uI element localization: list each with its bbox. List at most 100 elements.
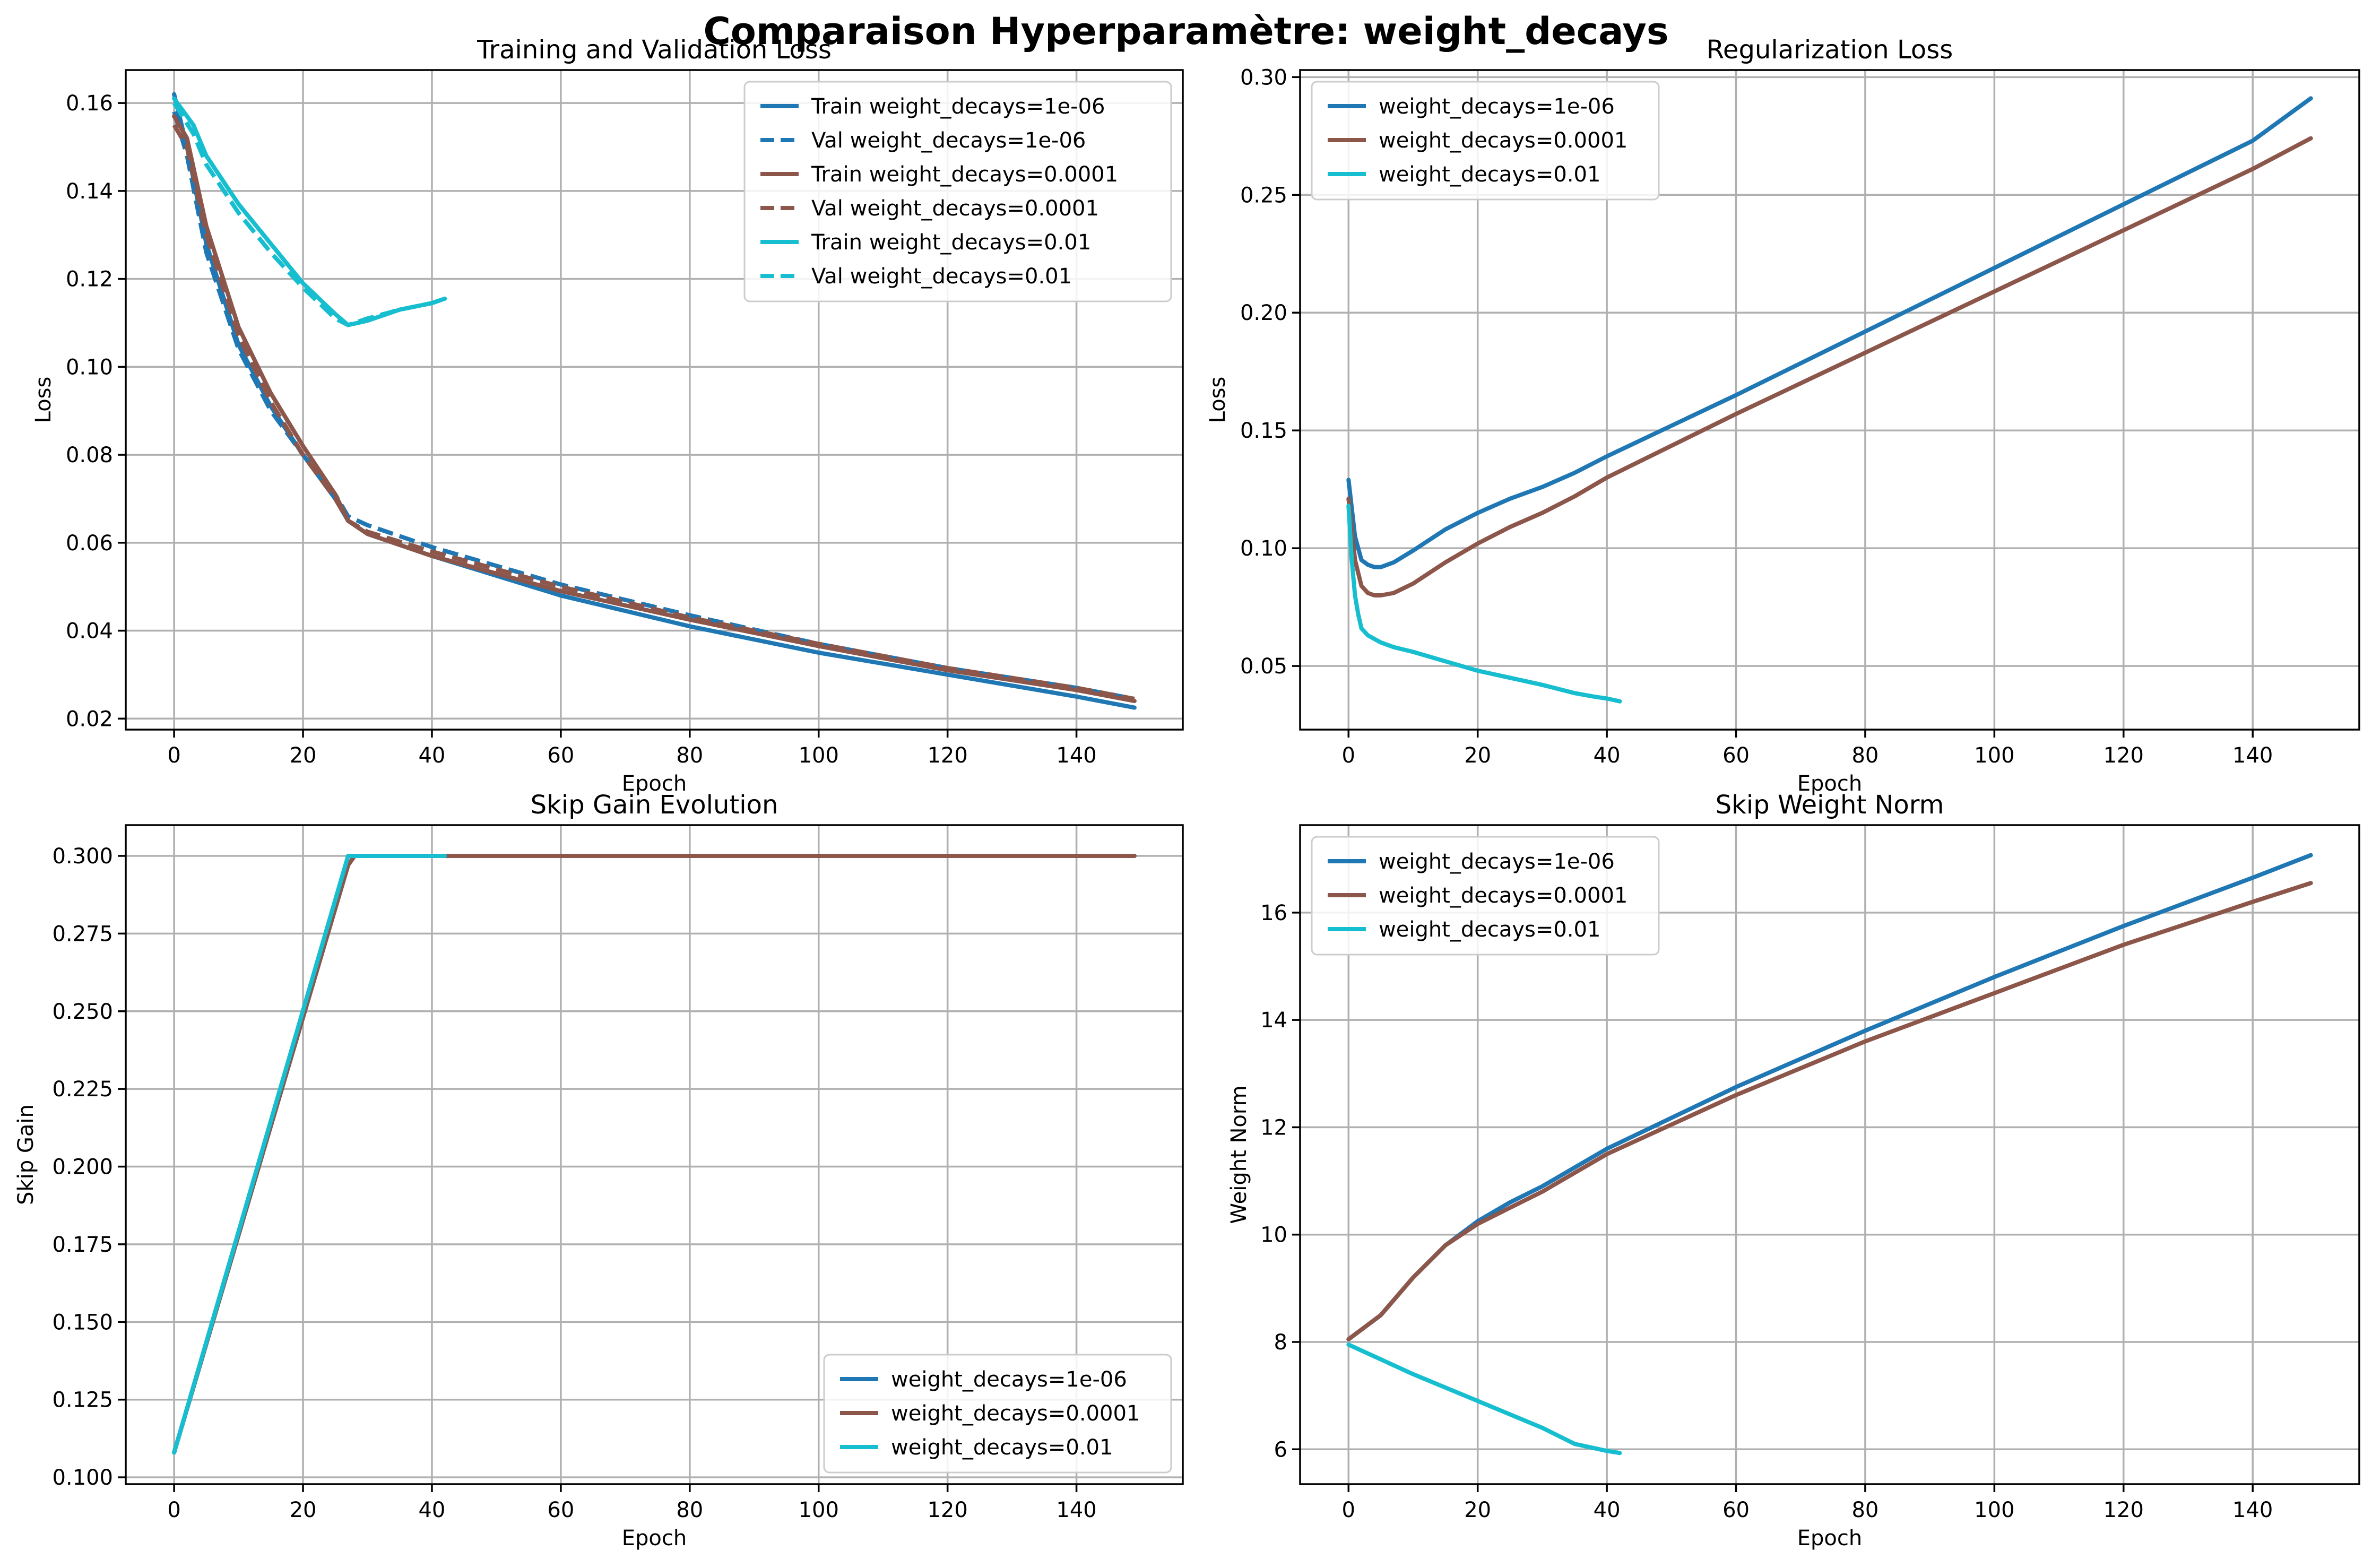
x-tick-label: 40: [1594, 1498, 1621, 1522]
x-axis-label: Epoch: [622, 772, 687, 796]
x-tick-label: 0: [1342, 743, 1355, 768]
x-tick-label: 80: [676, 743, 703, 768]
legend-label: weight_decays=1e-06: [891, 1367, 1127, 1392]
x-tick-label: 80: [1851, 743, 1878, 768]
y-axis-label: Loss: [31, 377, 56, 423]
legend-label: Val weight_decays=1e-06: [811, 128, 1086, 153]
y-tick-label: 12: [1260, 1115, 1287, 1140]
figure-title: Comparaison Hyperparamètre: weight_decay…: [703, 10, 1669, 53]
chart-title: Training and Validation Loss: [477, 35, 832, 65]
x-tick-label: 60: [1722, 1498, 1750, 1522]
y-tick-label: 10: [1260, 1223, 1287, 1248]
legend-label: weight_decays=0.01: [1379, 917, 1600, 942]
x-tick-label: 40: [418, 743, 445, 768]
series-line-weight-decays-0-0001: [1346, 136, 2313, 597]
y-tick-label: 16: [1260, 901, 1287, 925]
y-tick-label: 0.25: [1240, 183, 1287, 207]
y-tick-label: 0.06: [66, 531, 113, 556]
legend-label: Train weight_decays=0.0001: [811, 162, 1118, 187]
x-axis-label: Epoch: [1797, 772, 1862, 796]
x-tick-label: 100: [1974, 743, 2014, 768]
y-tick-label: 0.15: [1240, 419, 1287, 443]
axes-frame: [1299, 69, 2360, 731]
x-tick-label: 0: [1342, 1498, 1355, 1522]
legend-label: weight_decays=0.0001: [891, 1401, 1140, 1426]
series-line-weight-decays-0-0001: [1346, 881, 2313, 1341]
y-axis-label: Skip Gain: [14, 1104, 38, 1205]
legend-box: [823, 1354, 1172, 1474]
y-tick-label: 0.30: [1240, 65, 1287, 90]
legend-label: Val weight_decays=0.0001: [811, 196, 1099, 221]
legend-box: [1311, 836, 1660, 956]
x-tick-label: 140: [2232, 743, 2273, 768]
x-tick-label: 100: [1974, 1498, 2014, 1522]
legend-label: Train weight_decays=0.01: [811, 230, 1091, 255]
y-tick-label: 0.08: [66, 443, 113, 467]
series-line-weight-decays-1e-06: [1346, 96, 2313, 569]
x-tick-label: 40: [1594, 743, 1621, 768]
y-tick-label: 0.275: [52, 922, 113, 946]
y-tick-label: 0.200: [52, 1155, 113, 1180]
y-axis-label: Weight Norm: [1227, 1085, 1251, 1224]
chart-title: Regularization Loss: [1707, 35, 1953, 65]
legend-label: Train weight_decays=1e-06: [811, 94, 1105, 119]
series-line-weight-decays-0-01: [172, 854, 447, 1455]
x-tick-label: 60: [1722, 743, 1750, 768]
x-tick-label: 0: [167, 743, 180, 768]
y-tick-label: 0.12: [66, 267, 113, 292]
series-line-val-weight-decays-1e-06: [172, 111, 1135, 701]
legend-label: weight_decays=0.01: [891, 1435, 1113, 1460]
legend-label: weight_decays=1e-06: [1379, 94, 1615, 119]
x-tick-label: 140: [1056, 1498, 1096, 1522]
x-tick-label: 20: [290, 743, 317, 768]
x-tick-label: 140: [2232, 1498, 2273, 1522]
y-tick-label: 6: [1274, 1437, 1287, 1462]
y-axis-label: Loss: [1206, 377, 1230, 423]
axes-frame: [125, 824, 1184, 1485]
y-tick-label: 0.14: [66, 179, 113, 204]
chart-title: Skip Weight Norm: [1716, 790, 1944, 820]
y-tick-label: 8: [1274, 1330, 1287, 1355]
x-tick-label: 140: [1056, 743, 1096, 768]
series-line-weight-decays-0-01: [1346, 1342, 1622, 1456]
y-tick-label: 14: [1260, 1008, 1287, 1033]
y-tick-label: 0.05: [1240, 654, 1287, 679]
x-axis-label: Epoch: [622, 1526, 687, 1550]
legend-box: [743, 81, 1172, 302]
x-tick-label: 60: [547, 1498, 574, 1522]
y-tick-label: 0.10: [1240, 536, 1287, 561]
y-tick-label: 0.10: [66, 355, 113, 379]
x-axis-label: Epoch: [1797, 1526, 1862, 1550]
y-tick-label: 0.20: [1240, 301, 1287, 325]
y-tick-label: 0.225: [52, 1077, 113, 1102]
x-tick-label: 20: [1464, 1498, 1491, 1522]
x-tick-label: 40: [418, 1498, 445, 1522]
y-tick-label: 0.250: [52, 1000, 113, 1024]
y-tick-label: 0.04: [66, 619, 113, 644]
x-tick-label: 80: [676, 1498, 703, 1522]
legend-label: weight_decays=1e-06: [1379, 850, 1615, 874]
y-tick-label: 0.02: [66, 707, 113, 731]
x-tick-label: 120: [927, 1498, 967, 1522]
y-tick-label: 0.300: [52, 844, 113, 869]
legend-label: weight_decays=0.01: [1379, 162, 1600, 187]
y-tick-label: 0.175: [52, 1233, 113, 1257]
axes-frame: [125, 69, 1184, 731]
series-line-weight-decays-0-01: [1346, 504, 1622, 704]
y-tick-label: 0.16: [66, 91, 113, 116]
x-tick-label: 80: [1851, 1498, 1878, 1522]
x-tick-label: 100: [799, 743, 839, 768]
series-line-val-weight-decays-0-0001: [172, 124, 1135, 701]
y-tick-label: 0.100: [52, 1466, 113, 1490]
x-tick-label: 0: [167, 1498, 180, 1522]
series-line-val-weight-decays-0-01: [172, 102, 446, 327]
x-tick-label: 120: [2103, 743, 2144, 768]
y-tick-label: 0.125: [52, 1388, 113, 1413]
legend-label: Val weight_decays=0.01: [811, 264, 1072, 289]
x-tick-label: 20: [290, 1498, 317, 1522]
